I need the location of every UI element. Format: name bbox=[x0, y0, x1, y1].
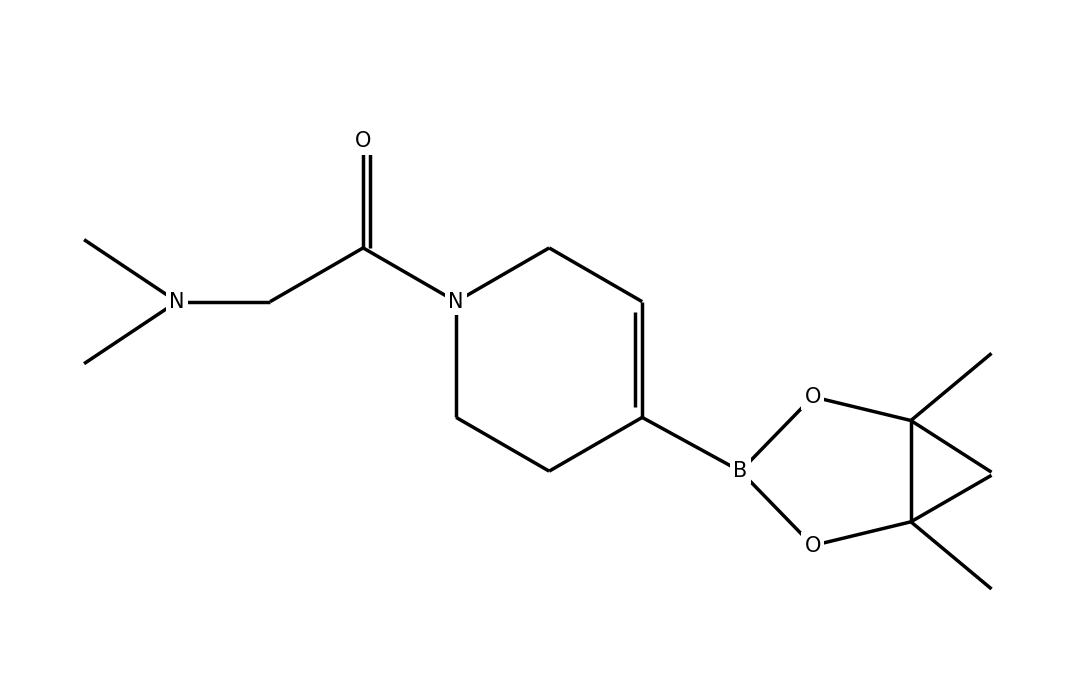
Text: O: O bbox=[804, 387, 821, 407]
Text: B: B bbox=[733, 461, 747, 481]
Text: N: N bbox=[448, 292, 463, 311]
Text: O: O bbox=[355, 132, 371, 152]
Text: N: N bbox=[170, 292, 185, 311]
Text: O: O bbox=[804, 536, 821, 556]
